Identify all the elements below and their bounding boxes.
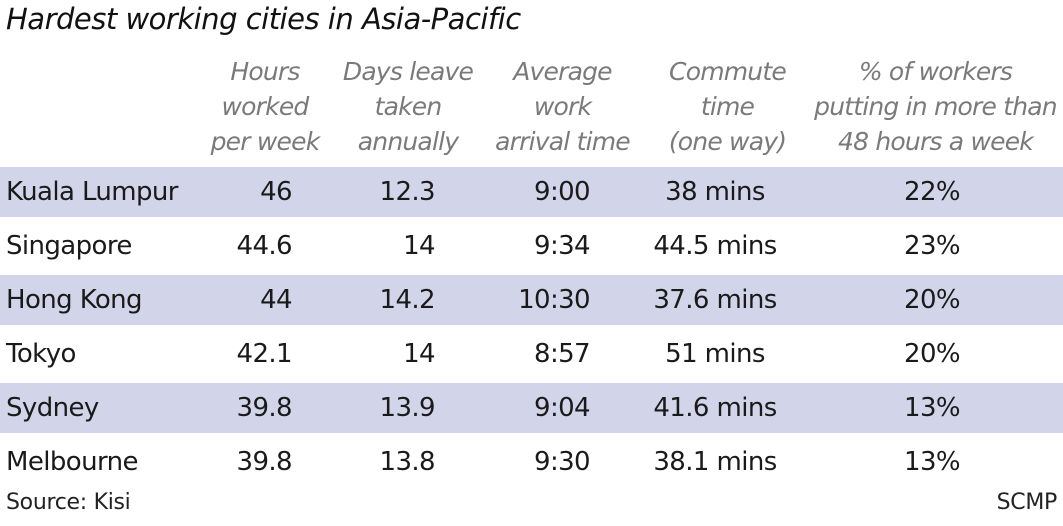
commute-value: 38.1 mins (653, 447, 777, 477)
hours-value: 46 (260, 177, 292, 207)
column-header-pct-48h: % of workers putting in more than 48 hou… (808, 54, 1063, 159)
chart-title: Hardest working cities in Asia-Pacific (6, 2, 521, 36)
pct-value: 22% (904, 177, 961, 207)
days-value: 14 (403, 339, 435, 369)
column-header-commute: Commute time (one way) (660, 54, 795, 159)
header-line: Hours (230, 57, 300, 86)
header-line: Commute (669, 57, 787, 86)
city-name: Singapore (6, 231, 132, 261)
days-value: 14.2 (379, 285, 436, 315)
commute-value: 51 mins (665, 339, 765, 369)
hours-value: 44.6 (236, 231, 293, 261)
table-row: Kuala Lumpur 46 12.3 9:00 38 mins 22% (0, 167, 1063, 217)
arrival-value: 8:57 (534, 339, 591, 369)
table-row: Melbourne 39.8 13.8 9:30 38.1 mins 13% (0, 437, 1063, 487)
city-name: Sydney (6, 393, 99, 423)
header-line: 48 hours a week (838, 127, 1034, 156)
arrival-value: 9:04 (534, 393, 591, 423)
hours-value: 44 (260, 285, 292, 315)
header-line: % of workers (858, 57, 1013, 86)
pct-value: 13% (904, 393, 961, 423)
commute-value: 41.6 mins (653, 393, 777, 423)
arrival-value: 9:34 (534, 231, 591, 261)
commute-value: 37.6 mins (653, 285, 777, 315)
table-row: Singapore 44.6 14 9:34 44.5 mins 23% (0, 221, 1063, 271)
days-value: 13.9 (379, 393, 436, 423)
arrival-value: 10:30 (518, 285, 591, 315)
city-name: Melbourne (6, 447, 138, 477)
city-name: Tokyo (6, 339, 76, 369)
arrival-value: 9:00 (534, 177, 591, 207)
city-name: Kuala Lumpur (6, 177, 179, 207)
arrival-value: 9:30 (534, 447, 591, 477)
header-line: Days leave (342, 57, 474, 86)
days-value: 13.8 (379, 447, 436, 477)
header-line: putting in more than (814, 92, 1058, 121)
pct-value: 20% (904, 339, 961, 369)
table-row: Sydney 39.8 13.9 9:04 41.6 mins 13% (0, 383, 1063, 433)
days-value: 14 (403, 231, 435, 261)
header-line: per week (210, 127, 321, 156)
header-line: taken (374, 92, 443, 121)
hours-value: 42.1 (236, 339, 293, 369)
commute-value: 38 mins (665, 177, 765, 207)
pct-value: 20% (904, 285, 961, 315)
pct-value: 23% (904, 231, 961, 261)
pct-value: 13% (904, 447, 961, 477)
days-value: 12.3 (379, 177, 436, 207)
city-name: Hong Kong (6, 285, 143, 315)
hours-value: 39.8 (236, 447, 293, 477)
header-line: work (533, 92, 592, 121)
commute-value: 44.5 mins (653, 231, 777, 261)
column-header-hours: Hours worked per week (205, 54, 325, 159)
hours-value: 39.8 (236, 393, 293, 423)
header-line: arrival time (495, 127, 631, 156)
table-row: Tokyo 42.1 14 8:57 51 mins 20% (0, 329, 1063, 379)
header-line: worked (221, 92, 310, 121)
publisher-credit: SCMP (996, 490, 1058, 515)
header-line: time (700, 92, 755, 121)
column-header-arrival-time: Average work arrival time (485, 54, 640, 159)
column-header-days-leave: Days leave taken annually (338, 54, 478, 159)
header-line: Average (513, 57, 612, 86)
table-row: Hong Kong 44 14.2 10:30 37.6 mins 20% (0, 275, 1063, 325)
source-note: Source: Kisi (6, 490, 131, 515)
header-line: (one way) (668, 127, 787, 156)
header-line: annually (357, 127, 459, 156)
